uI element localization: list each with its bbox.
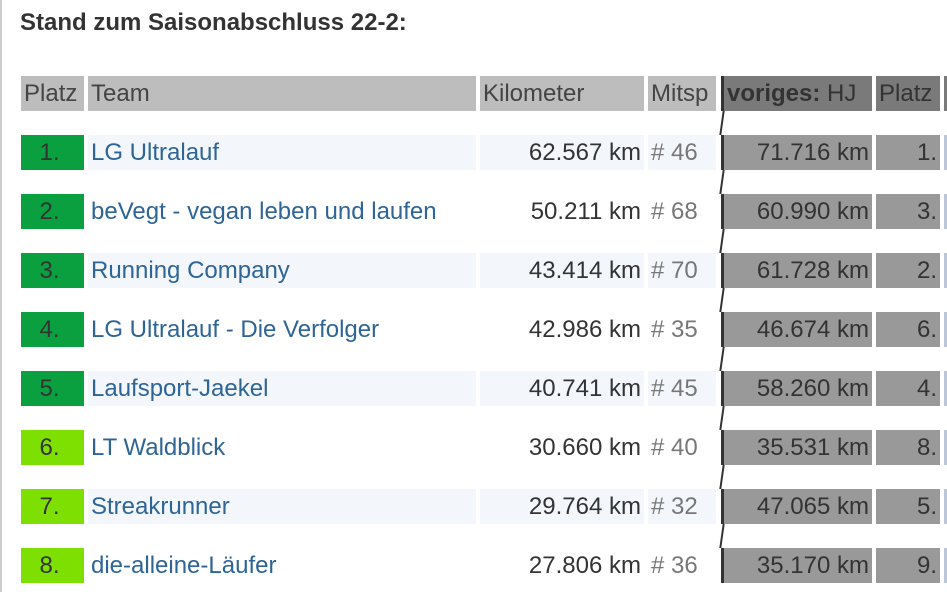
previous-km: 58.260 km bbox=[721, 371, 872, 406]
header-rank[interactable]: Platz bbox=[21, 76, 84, 111]
team-link[interactable]: LT Waldblick bbox=[91, 434, 226, 461]
team-link[interactable]: die-alleine-Läufer bbox=[91, 552, 277, 579]
km-value: 50.211 km bbox=[530, 198, 641, 225]
previous-rank: 2. bbox=[876, 253, 940, 288]
extra-cell bbox=[944, 548, 947, 583]
previous-rank: 3. bbox=[876, 194, 940, 229]
team-link[interactable]: beVegt - vegan leben und laufen bbox=[91, 198, 437, 225]
rank-badge: 3. bbox=[21, 253, 84, 288]
extra-cell bbox=[944, 312, 947, 347]
extra-cell bbox=[944, 371, 947, 406]
previous-rank: 5. bbox=[876, 489, 940, 524]
header-members[interactable]: Mitsp bbox=[648, 76, 716, 111]
divider-tick bbox=[719, 229, 725, 253]
rank-badge: 6. bbox=[21, 430, 84, 465]
km-value: 40.741 km bbox=[480, 371, 644, 406]
page-title: Stand zum Saisonabschluss 22-2: bbox=[20, 9, 407, 36]
km-value: 43.414 km bbox=[480, 253, 644, 288]
km-value: 29.764 km bbox=[480, 489, 644, 524]
divider-tick bbox=[719, 288, 725, 312]
divider-tick bbox=[719, 524, 725, 548]
divider-tick bbox=[719, 111, 725, 135]
previous-km: 60.990 km bbox=[721, 194, 872, 229]
header-team[interactable]: Team bbox=[88, 76, 476, 111]
team-link[interactable]: LG Ultralauf bbox=[88, 135, 476, 170]
members-count: # 40 bbox=[651, 434, 698, 461]
members-count: # 32 bbox=[648, 489, 716, 524]
rank-badge: 8. bbox=[21, 548, 84, 583]
rank-badge: 7. bbox=[21, 489, 84, 524]
members-count: # 68 bbox=[651, 198, 698, 225]
km-value: 62.567 km bbox=[480, 135, 644, 170]
header-km[interactable]: Kilometer bbox=[480, 76, 644, 111]
members-count: # 70 bbox=[648, 253, 716, 288]
header-previous-rest: HJ bbox=[820, 80, 857, 107]
divider-tick bbox=[719, 170, 725, 194]
page-border bbox=[0, 0, 2, 592]
header-extra bbox=[944, 76, 947, 111]
previous-km: 47.065 km bbox=[721, 489, 872, 524]
rank-badge: 1. bbox=[21, 135, 84, 170]
rank-badge: 2. bbox=[21, 194, 84, 229]
previous-km: 61.728 km bbox=[721, 253, 872, 288]
header-previous[interactable]: voriges: HJ bbox=[721, 76, 872, 111]
rank-badge: 4. bbox=[21, 312, 84, 347]
km-value: 27.806 km bbox=[528, 552, 641, 579]
header-previous-bold: voriges: bbox=[727, 80, 821, 107]
members-count: # 45 bbox=[648, 371, 716, 406]
km-value: 30.660 km bbox=[528, 434, 641, 461]
members-count: # 46 bbox=[648, 135, 716, 170]
extra-cell bbox=[944, 194, 947, 229]
extra-cell bbox=[944, 430, 947, 465]
extra-cell bbox=[944, 489, 947, 524]
previous-rank: 1. bbox=[876, 135, 940, 170]
rank-badge: 5. bbox=[21, 371, 84, 406]
team-link[interactable]: Laufsport-Jaekel bbox=[88, 371, 476, 406]
km-value: 42.986 km bbox=[528, 316, 641, 343]
divider-tick bbox=[719, 406, 725, 430]
team-link[interactable]: LG Ultralauf - Die Verfolger bbox=[91, 316, 380, 343]
extra-cell bbox=[944, 135, 947, 170]
previous-rank: 9. bbox=[876, 548, 940, 583]
previous-rank: 6. bbox=[876, 312, 940, 347]
members-count: # 35 bbox=[651, 316, 698, 343]
previous-rank: 4. bbox=[876, 371, 940, 406]
previous-km: 46.674 km bbox=[721, 312, 872, 347]
divider-tick bbox=[719, 465, 725, 489]
previous-km: 35.170 km bbox=[721, 548, 872, 583]
members-count: # 36 bbox=[651, 552, 698, 579]
extra-cell bbox=[944, 253, 947, 288]
team-link[interactable]: Running Company bbox=[88, 253, 476, 288]
previous-km: 71.716 km bbox=[721, 135, 872, 170]
previous-rank: 8. bbox=[876, 430, 940, 465]
header-previous-rank[interactable]: Platz bbox=[876, 76, 940, 111]
previous-km: 35.531 km bbox=[721, 430, 872, 465]
divider-tick bbox=[719, 347, 725, 371]
team-link[interactable]: Streakrunner bbox=[88, 489, 476, 524]
